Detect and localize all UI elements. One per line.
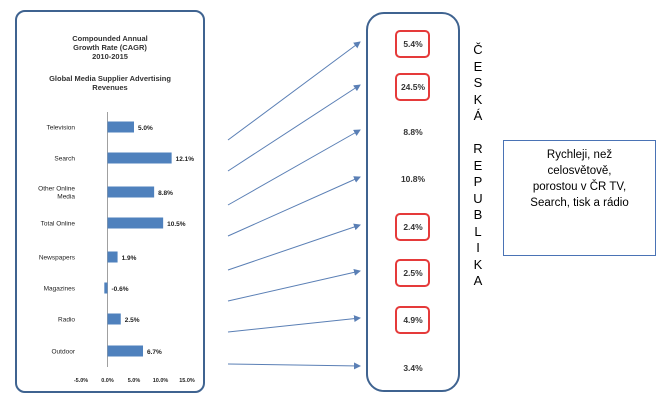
bar-5 — [104, 282, 108, 294]
czech-value-5: 2.5% — [403, 268, 423, 278]
x-tick-label-0: -5.0% — [74, 378, 88, 384]
czech-value-6: 4.9% — [403, 315, 423, 325]
czech-value-2: 8.8% — [403, 127, 423, 137]
highlight-box-1 — [395, 73, 430, 101]
arrow-3 — [227, 176, 361, 237]
category-label-5: Magazines — [44, 286, 76, 293]
data-label-1: 12.1% — [176, 156, 195, 163]
vertical-letter-0: Č — [473, 42, 483, 57]
global-chart-panel: Compounded Annual Growth Rate (CAGR) 201… — [15, 10, 205, 393]
vertical-letter-3: K — [473, 91, 483, 107]
czech-value-4: 2.4% — [403, 222, 423, 232]
highlight-box-5 — [395, 259, 430, 287]
category-label-2: Other Online — [38, 186, 75, 193]
x-tick-label-4: 15.0% — [179, 378, 195, 384]
vertical-letter-13: K — [473, 256, 483, 272]
vertical-letter-5 — [470, 125, 486, 142]
vertical-letter-1: E — [473, 58, 483, 74]
vertical-letter-8: P — [473, 174, 483, 189]
callout-box: Rychleji, než celosvětově, porostou v ČR… — [503, 140, 656, 256]
chart-subtitle: Global Media Supplier Advertising Revenu… — [49, 74, 171, 92]
vertical-letter-14: A — [473, 273, 483, 288]
category-label-3: Total Online — [41, 221, 76, 228]
highlight-box-6 — [395, 306, 430, 334]
vertical-letter-6: R — [473, 141, 483, 156]
data-label-3: 10.5% — [167, 221, 186, 228]
highlight-box-4 — [395, 213, 430, 241]
x-tick-label-2: 5.0% — [128, 378, 141, 384]
czech-value-3: 10.8% — [400, 174, 426, 184]
category-label-2: Media — [57, 194, 75, 201]
data-label-0: 5.0% — [138, 125, 153, 132]
highlight-box-0 — [395, 30, 430, 58]
arrow-4 — [227, 223, 361, 271]
data-label-5: -0.6% — [112, 286, 129, 293]
arrow-0 — [227, 41, 361, 141]
arrow-5 — [227, 268, 361, 302]
category-label-1: Search — [54, 156, 75, 163]
arrow-7 — [227, 362, 361, 370]
x-tick-label-3: 10.0% — [153, 378, 169, 384]
bar-1 — [107, 152, 172, 164]
vertical-letter-7: E — [473, 157, 483, 173]
bar-3 — [107, 217, 164, 229]
arrow-6 — [227, 315, 361, 333]
data-label-7: 6.7% — [147, 349, 162, 356]
vertical-letter-12: I — [476, 240, 480, 255]
data-label-4: 1.9% — [122, 255, 137, 262]
chart-title: Compounded Annual Growth Rate (CAGR) 201… — [72, 34, 148, 61]
category-label-0: Television — [46, 125, 75, 132]
bar-chart: 5.0% Television 12.1% Search 8.8% Other Onlin… — [38, 112, 195, 384]
data-label-2: 8.8% — [158, 190, 173, 197]
data-label-6: 2.5% — [125, 317, 140, 324]
category-label-4: Newspapers — [39, 255, 76, 262]
bar-6 — [107, 313, 121, 325]
czech-value-0: 5.4% — [403, 39, 423, 49]
arrow-1 — [227, 84, 361, 172]
vertical-letter-2: S — [473, 75, 483, 90]
vertical-letter-10: B — [473, 207, 483, 222]
vertical-letter-4: Á — [473, 108, 483, 123]
czech-value-7: 3.4% — [403, 363, 423, 373]
czech-value-1: 24.5% — [400, 82, 426, 92]
bar-0 — [107, 121, 134, 133]
bar-4 — [107, 251, 118, 263]
vertical-letter-11: L — [474, 223, 482, 239]
bar-2 — [107, 186, 155, 198]
x-tick-label-1: 0.0% — [101, 378, 114, 384]
arrow-2 — [227, 129, 361, 206]
callout-text: Rychleji, než celosvětově, porostou v ČR… — [530, 149, 629, 209]
category-label-7: Outdoor — [52, 349, 76, 356]
vertical-letter-9: U — [473, 190, 483, 206]
bar-7 — [107, 345, 144, 357]
czech-growth-panel: 5.4% 24.5% 8.8% 10.8% 2.4% 2.5% 4.9% 3.4% — [366, 12, 460, 392]
category-label-6: Radio — [58, 317, 75, 324]
